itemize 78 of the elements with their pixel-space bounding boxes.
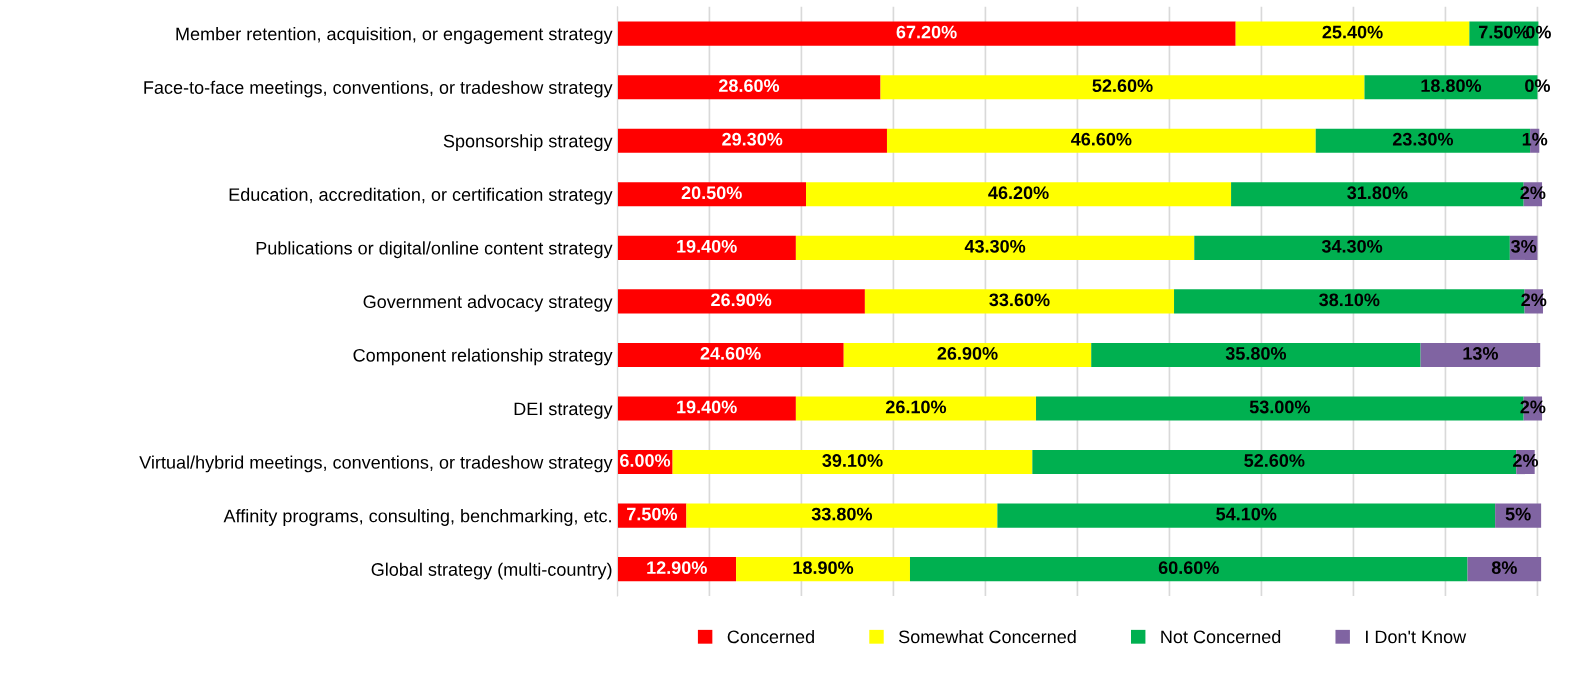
bar	[617, 289, 865, 314]
data-label: 35.80%	[1225, 347, 1287, 360]
data-label: 19.40%	[677, 239, 737, 253]
y-tick-label: Sponsorship strategy	[443, 134, 613, 152]
data-label: 53.00%	[1249, 400, 1310, 414]
bar	[909, 557, 1468, 582]
bar	[617, 21, 1236, 46]
data-label: 34.30%	[1321, 239, 1383, 253]
data-label: 52.60%	[1092, 79, 1153, 93]
y-tick-label: Publications or digital/online content strategy	[256, 241, 613, 259]
y-tick-label: Component relationship strategy	[353, 348, 613, 366]
y-tick-label: Member retention, acquisition, or engagement strategy	[176, 27, 613, 44]
bar	[795, 396, 1037, 421]
bar	[997, 503, 1496, 528]
data-label: 3%	[1511, 239, 1537, 253]
data-label: 54.10%	[1216, 507, 1277, 521]
bar	[795, 235, 1195, 260]
data-label: 19.40%	[677, 400, 737, 414]
legend-label: I Don't Know	[1366, 630, 1467, 644]
bar	[1091, 342, 1421, 367]
bar	[736, 557, 910, 582]
bar	[864, 289, 1175, 314]
data-label: 1%	[1522, 132, 1548, 146]
data-label: 13%	[1463, 347, 1498, 360]
bar	[806, 182, 1232, 207]
bar	[1420, 342, 1541, 367]
data-label: 43.30%	[964, 239, 1026, 253]
data-label: 8%	[1491, 561, 1517, 575]
data-label: 67.20%	[896, 25, 957, 39]
data-label: 24.60%	[700, 347, 761, 360]
data-label: 52.60%	[1244, 454, 1305, 467]
bar	[880, 75, 1365, 100]
data-label: 26.90%	[937, 347, 998, 360]
data-label: 25.40%	[1322, 25, 1383, 39]
data-label: 18.90%	[793, 561, 854, 575]
bar	[617, 342, 844, 367]
data-label: 29.30%	[722, 132, 783, 146]
bar	[686, 503, 998, 528]
bar	[617, 182, 807, 207]
data-label: 12.90%	[647, 561, 707, 575]
legend-label: Concerned	[727, 629, 814, 644]
data-label: 18.80%	[1421, 79, 1482, 93]
bar	[1467, 557, 1542, 582]
data-label: 46.20%	[988, 186, 1049, 200]
bar	[886, 128, 1316, 153]
legend-label: Not Concerned	[1161, 629, 1281, 644]
y-tick-label: Face-to-face meetings, conventions, or tradeshow strategy	[144, 80, 613, 98]
data-label: 60.60%	[1158, 561, 1219, 575]
data-label: 26.90%	[711, 293, 772, 307]
y-tick-label: Education, accreditation, or certification strategy	[229, 187, 613, 205]
data-label: 28.60%	[718, 79, 780, 93]
data-label: 20.50%	[681, 186, 742, 200]
bar	[617, 396, 796, 421]
data-label: 6.00%	[620, 454, 671, 467]
y-tick-label: Government advocacy strategy	[363, 294, 613, 312]
data-label: 33.80%	[811, 507, 873, 521]
data-label: 26.10%	[885, 400, 947, 414]
bar	[617, 235, 796, 260]
bar	[1235, 21, 1470, 46]
bar	[843, 342, 1092, 367]
bar	[672, 450, 1033, 475]
data-label: 5%	[1505, 507, 1531, 521]
bar	[617, 128, 887, 153]
y-tick-label: Affinity programs, consulting, benchmarking, etc.	[223, 509, 611, 526]
data-label: 7.50%	[627, 507, 678, 521]
y-tick-label: Global strategy (multi-country)	[371, 562, 612, 580]
data-label: 23.30%	[1392, 132, 1454, 146]
data-label: 46.60%	[1071, 132, 1132, 146]
data-label: 33.60%	[989, 293, 1050, 307]
legend-label: Somewhat Concerned	[898, 629, 1076, 644]
data-label: 38.10%	[1319, 293, 1380, 307]
y-tick-label: Virtual/hybrid meetings, conventions, or tradeshow strategy	[139, 455, 613, 473]
data-label: 31.80%	[1347, 186, 1408, 200]
bar	[617, 75, 881, 100]
data-label: 39.10%	[822, 454, 883, 467]
bar	[1194, 235, 1510, 260]
data-label: 0%	[1525, 79, 1551, 93]
y-tick-label: DEI strategy	[514, 402, 613, 419]
